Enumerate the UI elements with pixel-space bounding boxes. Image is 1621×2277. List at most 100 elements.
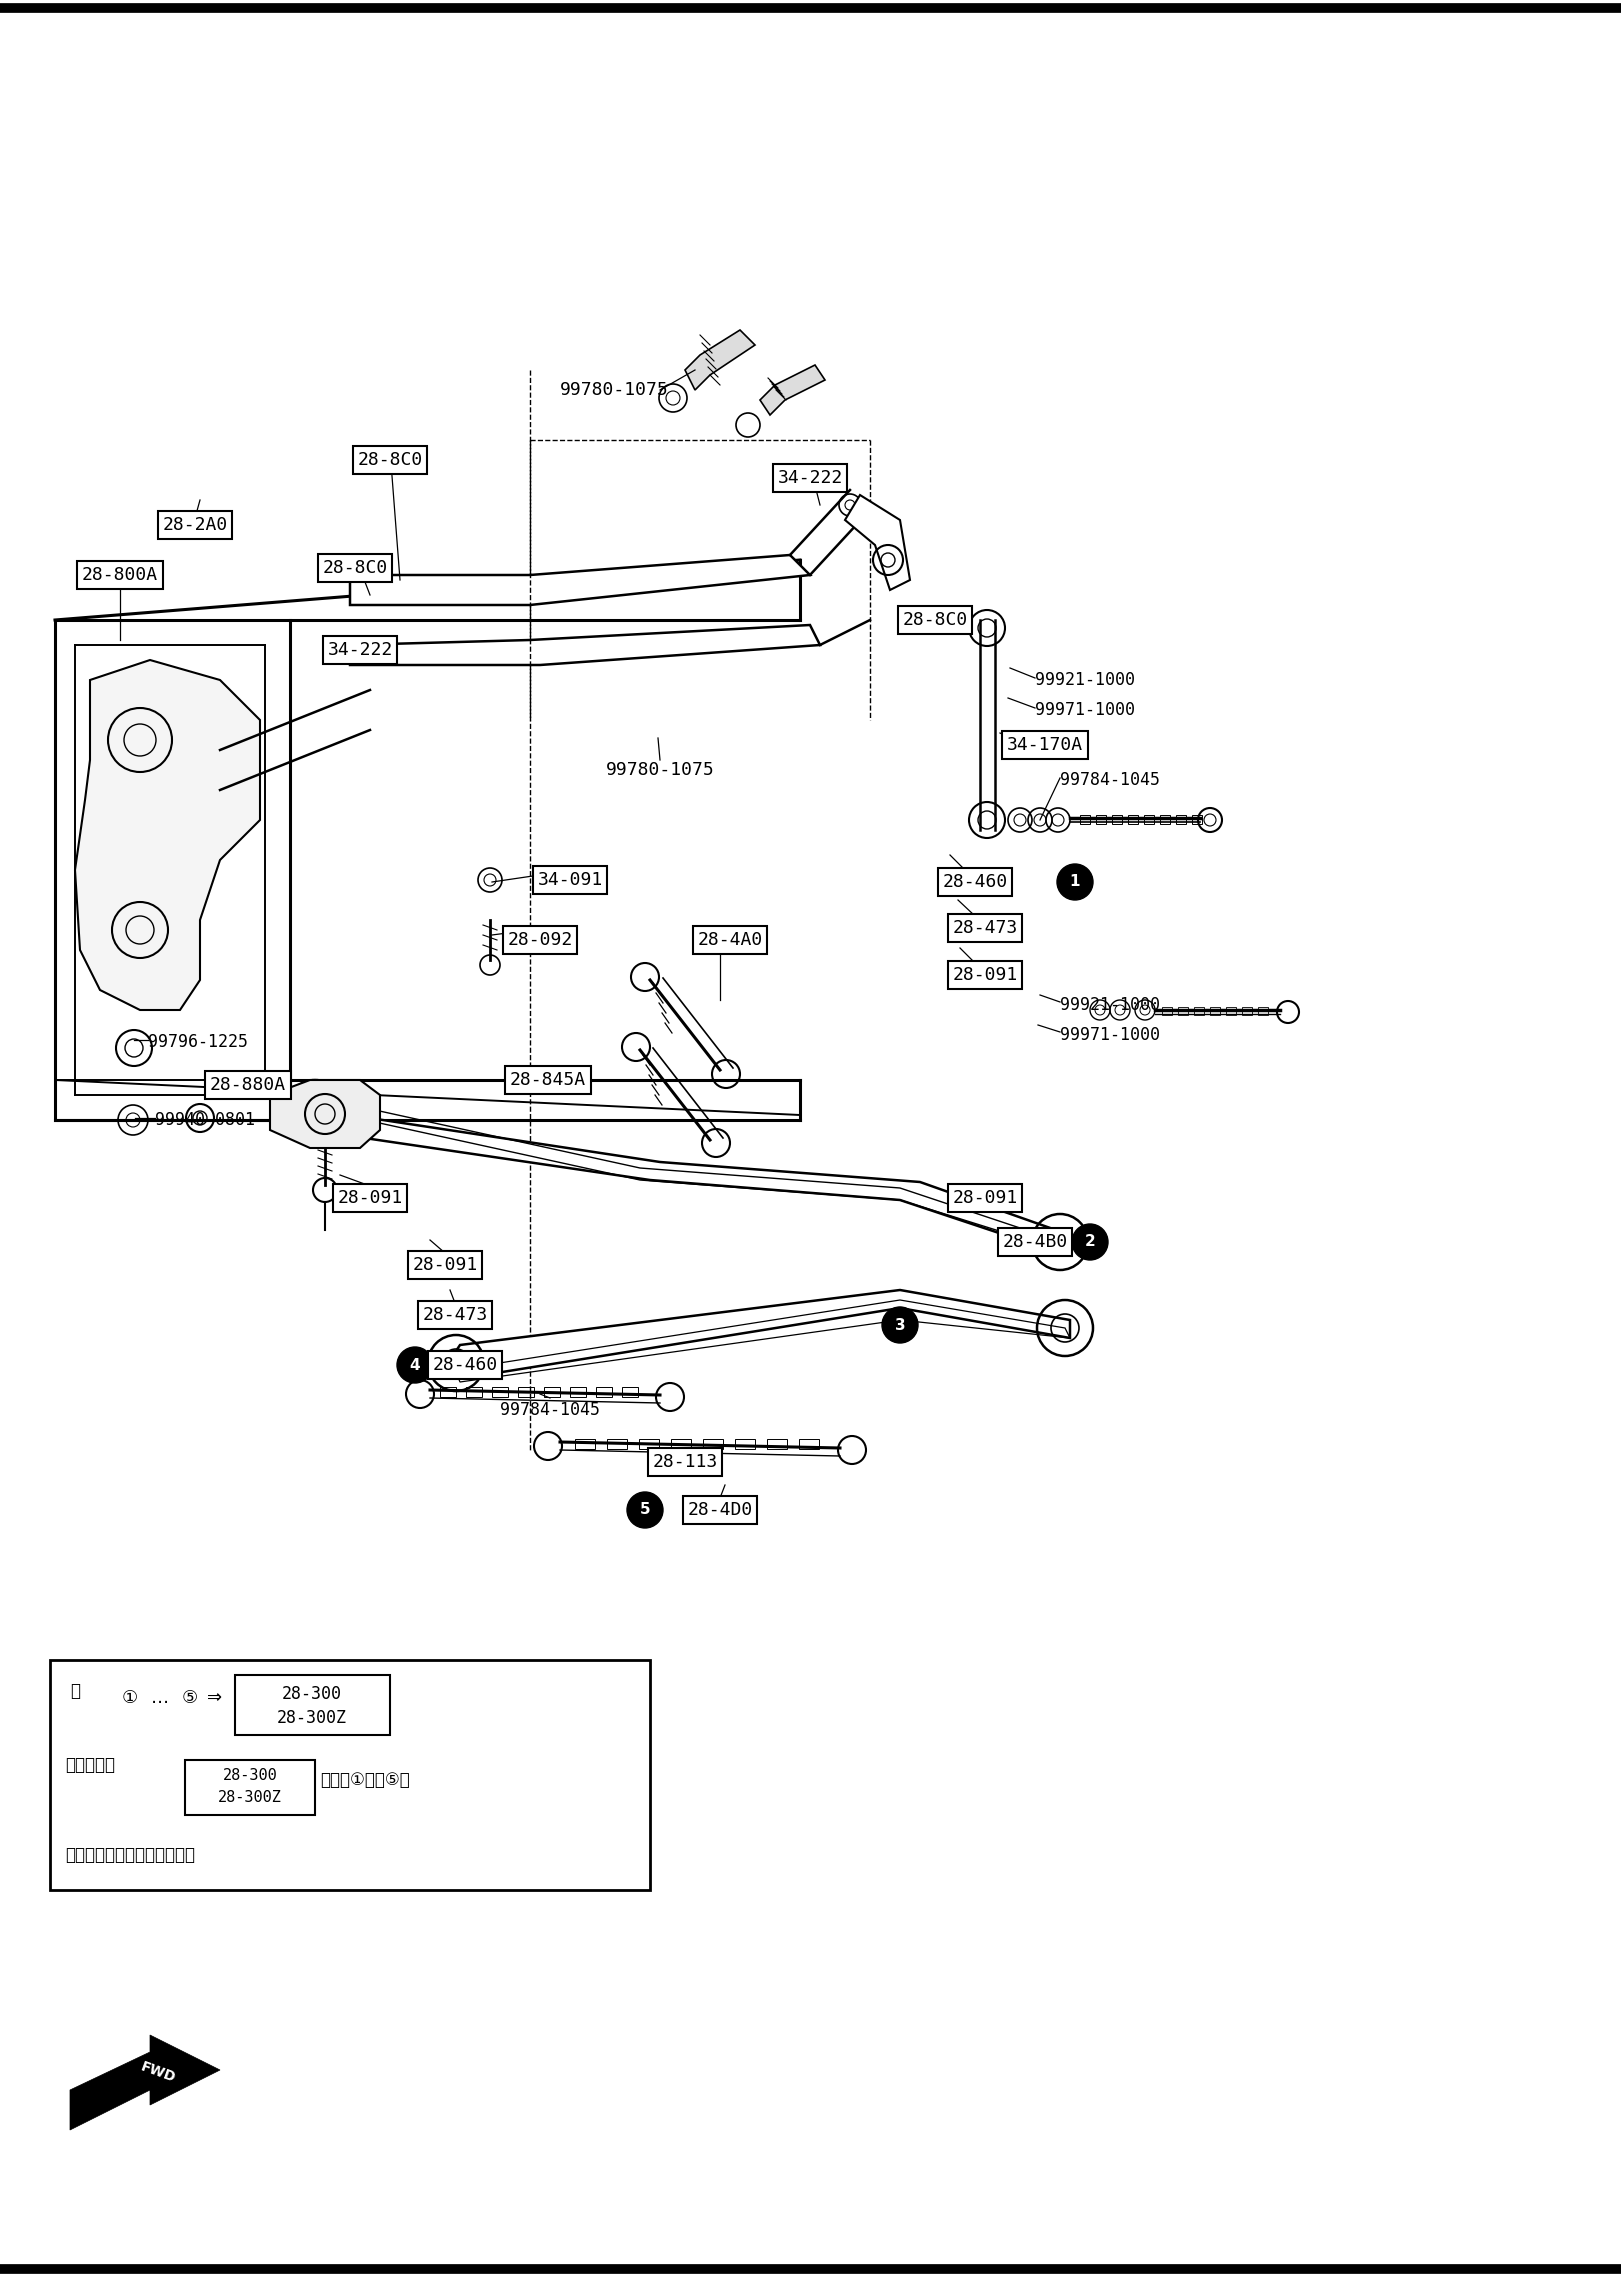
Text: 34-222: 34-222 <box>778 469 843 487</box>
Bar <box>439 1387 456 1398</box>
Polygon shape <box>70 2036 220 2129</box>
Text: FWD: FWD <box>138 2058 177 2086</box>
Text: 28-4D0: 28-4D0 <box>687 1501 752 1519</box>
Bar <box>1191 815 1203 824</box>
Bar <box>734 1439 755 1448</box>
Text: 1: 1 <box>1070 874 1080 890</box>
Text: 99940-0801: 99940-0801 <box>156 1111 254 1129</box>
Text: 34-170A: 34-170A <box>1007 735 1083 754</box>
Text: 34-091: 34-091 <box>538 872 603 888</box>
Circle shape <box>397 1348 433 1382</box>
Bar <box>639 1439 660 1448</box>
Text: 99796-1225: 99796-1225 <box>148 1034 248 1052</box>
Bar <box>1080 815 1089 824</box>
Bar <box>1195 1006 1204 1016</box>
Text: 99784-1045: 99784-1045 <box>499 1400 600 1419</box>
Text: 28-300: 28-300 <box>222 1769 277 1783</box>
Text: 99971-1000: 99971-1000 <box>1060 1027 1161 1043</box>
Text: 部品から構成されています。: 部品から構成されています。 <box>65 1847 195 1865</box>
Text: 5: 5 <box>640 1503 650 1516</box>
Text: 28-4A0: 28-4A0 <box>697 931 762 950</box>
Text: 2: 2 <box>1084 1234 1096 1250</box>
Bar <box>1225 1006 1235 1016</box>
Bar <box>1242 1006 1251 1016</box>
Polygon shape <box>310 1086 1070 1250</box>
Text: 28-091: 28-091 <box>337 1189 402 1207</box>
Text: 28-880A: 28-880A <box>211 1077 285 1093</box>
Text: 28-800A: 28-800A <box>83 567 159 583</box>
Bar <box>1258 1006 1268 1016</box>
Text: 28-113: 28-113 <box>652 1453 718 1471</box>
Text: 注: 注 <box>70 1683 79 1701</box>
Text: 28-460: 28-460 <box>433 1357 498 1373</box>
Bar <box>50 1660 650 1890</box>
Bar <box>597 1387 613 1398</box>
Polygon shape <box>845 494 909 590</box>
Bar <box>1162 1006 1172 1016</box>
Text: 28-8C0: 28-8C0 <box>357 451 423 469</box>
Text: 28-300Z: 28-300Z <box>219 1790 282 1806</box>
Text: ⇒: ⇒ <box>207 1690 222 1708</box>
Bar <box>1096 815 1106 824</box>
Text: 28-460: 28-460 <box>942 872 1008 890</box>
Text: 品名コード: 品名コード <box>65 1756 115 1774</box>
Bar <box>767 1439 788 1448</box>
Bar <box>799 1439 819 1448</box>
Polygon shape <box>686 330 755 389</box>
Text: 99971-1000: 99971-1000 <box>1034 701 1135 720</box>
Bar <box>465 1387 481 1398</box>
Bar <box>545 1387 559 1398</box>
Text: 4: 4 <box>410 1357 420 1373</box>
Circle shape <box>882 1307 917 1343</box>
Bar <box>571 1387 587 1398</box>
Text: 28-2A0: 28-2A0 <box>162 517 227 535</box>
Bar <box>185 1760 314 1815</box>
Bar <box>493 1387 507 1398</box>
Text: 28-845A: 28-845A <box>511 1070 587 1088</box>
Bar <box>519 1387 533 1398</box>
Bar <box>1209 1006 1221 1016</box>
Bar <box>606 1439 627 1448</box>
Bar <box>1128 815 1138 824</box>
Text: 28-4B0: 28-4B0 <box>1002 1234 1068 1250</box>
Text: 28-8C0: 28-8C0 <box>323 558 387 576</box>
Polygon shape <box>451 1291 1070 1378</box>
Bar <box>622 1387 639 1398</box>
Text: 28-300Z: 28-300Z <box>277 1710 347 1726</box>
Text: 28-300: 28-300 <box>282 1685 342 1703</box>
Bar <box>1175 815 1187 824</box>
Circle shape <box>1071 1225 1109 1259</box>
Text: は図番①から⑤の: は図番①から⑤の <box>319 1772 410 1790</box>
Polygon shape <box>75 660 259 1011</box>
Text: 28-091: 28-091 <box>953 965 1018 984</box>
Bar <box>1178 1006 1188 1016</box>
Text: 28-091: 28-091 <box>412 1257 478 1275</box>
Text: ⑤: ⑤ <box>182 1690 198 1708</box>
Bar <box>671 1439 691 1448</box>
Polygon shape <box>271 1079 379 1148</box>
Circle shape <box>627 1491 663 1528</box>
Text: 99780-1075: 99780-1075 <box>606 761 715 779</box>
Text: 28-091: 28-091 <box>953 1189 1018 1207</box>
Bar <box>575 1439 595 1448</box>
Text: 28-473: 28-473 <box>423 1307 488 1323</box>
Text: 99780-1075: 99780-1075 <box>559 380 669 398</box>
Polygon shape <box>350 624 820 665</box>
Bar <box>704 1439 723 1448</box>
Polygon shape <box>350 556 810 606</box>
Text: 99921-1000: 99921-1000 <box>1034 672 1135 690</box>
Polygon shape <box>55 619 290 1120</box>
Text: 99784-1045: 99784-1045 <box>1060 772 1161 790</box>
Bar <box>235 1676 391 1735</box>
Polygon shape <box>760 364 825 414</box>
Text: ①: ① <box>122 1690 138 1708</box>
Text: 28-473: 28-473 <box>953 920 1018 938</box>
Text: …: … <box>151 1690 169 1708</box>
Text: 28-8C0: 28-8C0 <box>903 610 968 628</box>
Text: 99921-1000: 99921-1000 <box>1060 995 1161 1013</box>
Text: 3: 3 <box>895 1318 905 1332</box>
Text: 34-222: 34-222 <box>327 642 392 658</box>
Text: 28-092: 28-092 <box>507 931 572 950</box>
Bar <box>1144 815 1154 824</box>
Circle shape <box>1057 863 1093 899</box>
